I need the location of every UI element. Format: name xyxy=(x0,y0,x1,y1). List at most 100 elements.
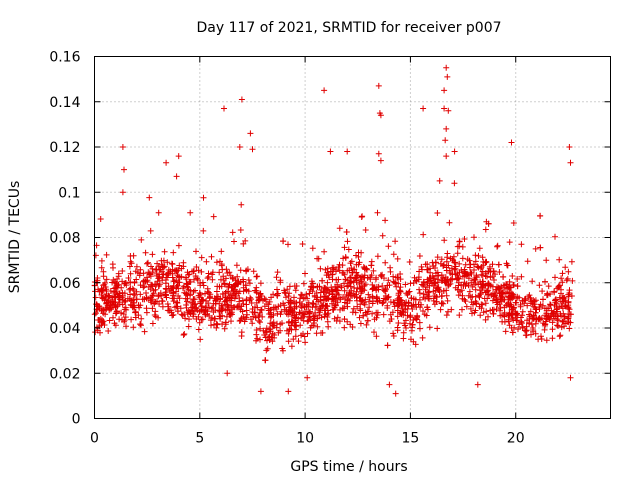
data-point xyxy=(456,238,463,245)
data-point xyxy=(125,275,132,281)
data-point xyxy=(247,294,254,301)
data-point xyxy=(440,300,447,307)
data-point xyxy=(122,280,129,286)
data-point xyxy=(447,280,454,287)
data-point xyxy=(412,341,419,348)
data-point xyxy=(375,283,382,290)
x-tick-label: 20 xyxy=(507,431,525,447)
data-point xyxy=(149,320,156,327)
data-point xyxy=(264,337,270,344)
data-point xyxy=(137,321,144,328)
data-point xyxy=(518,273,525,280)
data-point xyxy=(250,268,257,275)
data-point xyxy=(114,308,120,315)
data-point xyxy=(198,316,205,323)
data-point xyxy=(230,292,236,299)
data-point xyxy=(381,275,387,282)
data-point xyxy=(459,243,466,250)
data-point xyxy=(397,309,404,316)
data-point xyxy=(441,237,448,244)
data-point xyxy=(363,311,370,318)
data-point xyxy=(291,314,298,321)
data-point xyxy=(365,291,372,298)
data-point xyxy=(110,314,116,321)
data-point xyxy=(171,267,178,274)
data-point xyxy=(569,277,576,284)
data-point xyxy=(323,303,330,309)
data-point xyxy=(318,330,324,336)
data-point xyxy=(540,296,546,303)
data-point xyxy=(433,272,439,279)
data-point xyxy=(236,144,243,150)
data-point xyxy=(239,308,246,315)
data-point xyxy=(374,312,381,318)
data-point xyxy=(314,283,321,290)
data-point xyxy=(299,301,306,307)
data-point xyxy=(377,157,384,164)
data-point xyxy=(279,345,286,352)
data-point xyxy=(219,291,226,298)
data-point xyxy=(217,296,224,303)
data-point xyxy=(341,287,348,294)
data-point xyxy=(97,329,103,336)
data-point xyxy=(458,267,465,273)
data-point xyxy=(385,277,392,284)
data-point xyxy=(252,314,259,321)
data-point xyxy=(327,148,334,155)
data-point xyxy=(389,309,396,316)
data-point xyxy=(107,302,114,309)
data-point xyxy=(333,268,339,275)
data-point xyxy=(536,315,542,322)
data-point xyxy=(375,150,382,157)
data-point xyxy=(359,273,365,280)
data-point xyxy=(408,302,415,309)
data-point xyxy=(420,282,427,289)
data-point xyxy=(269,330,276,337)
data-point xyxy=(558,290,564,297)
data-point xyxy=(426,324,433,331)
data-point xyxy=(237,227,244,233)
data-point xyxy=(268,294,275,301)
data-point xyxy=(419,334,426,341)
data-point xyxy=(286,283,293,290)
data-point xyxy=(392,280,399,287)
data-point xyxy=(97,216,104,222)
x-tick-label: 10 xyxy=(296,431,314,447)
data-point xyxy=(500,273,507,280)
data-point xyxy=(455,279,462,286)
data-point xyxy=(554,305,561,312)
data-point xyxy=(128,260,135,267)
data-point xyxy=(184,269,191,276)
data-point xyxy=(448,306,455,313)
data-point xyxy=(519,323,526,330)
data-point xyxy=(344,277,351,284)
data-point xyxy=(433,259,439,266)
data-point xyxy=(348,258,355,265)
data-point xyxy=(109,294,116,301)
data-point xyxy=(395,320,402,326)
data-point xyxy=(394,313,401,320)
data-point xyxy=(292,287,299,294)
data-point xyxy=(437,306,444,313)
data-point xyxy=(277,279,284,286)
data-point xyxy=(154,272,160,279)
data-point xyxy=(281,306,288,313)
data-point xyxy=(543,337,550,344)
data-point xyxy=(295,338,302,345)
data-point xyxy=(490,268,497,275)
data-point xyxy=(504,285,511,292)
data-point xyxy=(546,314,552,321)
data-point xyxy=(119,297,126,303)
data-point xyxy=(332,302,339,309)
data-point xyxy=(297,295,304,302)
data-point xyxy=(352,274,359,281)
data-point xyxy=(497,295,504,301)
data-point xyxy=(362,227,369,233)
data-point xyxy=(141,283,148,290)
data-point xyxy=(303,291,310,298)
data-point xyxy=(285,241,291,248)
data-point xyxy=(325,323,332,330)
data-point xyxy=(165,303,172,310)
data-point xyxy=(379,232,386,239)
data-point xyxy=(505,312,512,319)
